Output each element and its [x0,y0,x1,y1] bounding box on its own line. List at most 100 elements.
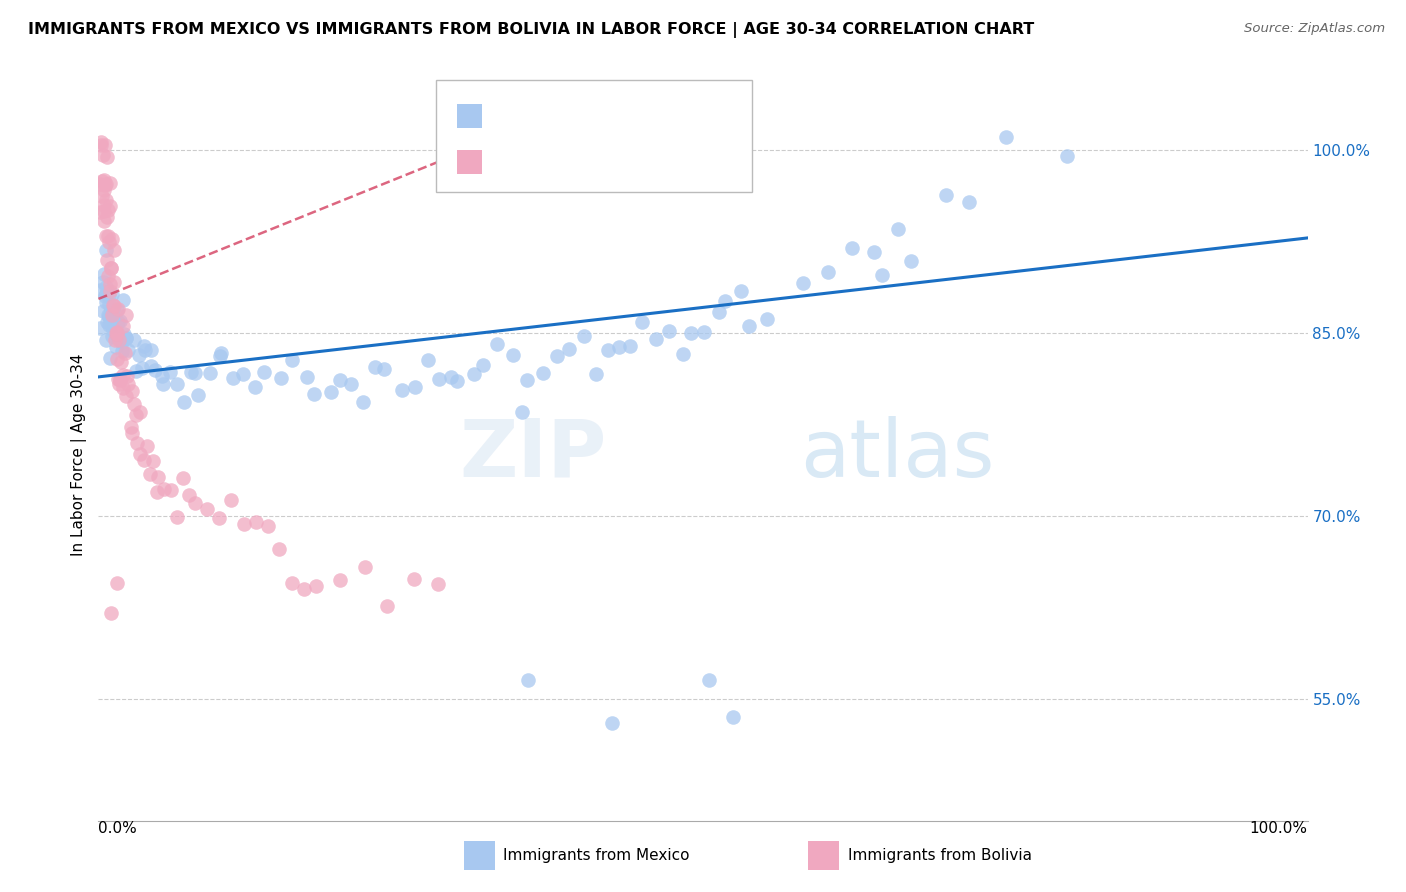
Point [841,242,863,256]
Point [295,369,318,384]
Point [870,268,893,282]
Point [166,376,188,391]
Point [101,323,124,337]
Point [94,280,117,294]
Point [111,368,134,382]
Point [516,373,538,387]
Point [404,572,426,586]
Point [93,203,115,218]
Point [131,360,153,375]
Point [373,362,395,376]
Point [172,471,194,485]
Point [120,419,142,434]
Point [153,482,176,496]
Point [97,309,120,323]
Point [446,375,468,389]
Point [100,303,122,318]
Point [139,359,162,374]
Point [198,366,221,380]
Point [502,348,524,362]
Point [89,205,111,219]
Point [96,315,118,329]
Point [90,135,112,149]
Point [93,173,115,187]
Text: R = 0.278: R = 0.278 [491,110,581,128]
Point [994,130,1017,145]
Point [89,283,111,297]
Point [187,387,209,401]
Point [115,368,138,383]
Point [97,318,120,332]
Point [107,372,129,386]
Point [644,332,666,346]
Point [93,198,115,212]
Text: Source: ZipAtlas.com: Source: ZipAtlas.com [1244,22,1385,36]
Point [1056,149,1078,163]
Point [100,607,122,621]
Point [221,492,243,507]
Point [105,326,128,341]
Point [108,314,131,328]
Point [94,178,117,193]
Point [607,340,630,354]
Point [97,235,120,249]
Point [96,229,118,244]
Point [96,287,118,301]
Point [110,332,132,346]
Point [91,148,114,162]
Point [148,470,170,484]
Point [426,576,449,591]
Point [671,347,693,361]
Point [302,386,325,401]
Point [114,331,136,345]
Point [222,371,245,385]
Point [863,245,886,260]
Point [139,343,162,357]
Point [166,510,188,524]
Point [97,288,120,302]
Point [98,199,121,213]
Point [98,309,121,323]
Point [91,188,114,202]
Point [111,334,134,349]
Point [129,447,152,461]
Point [103,298,125,312]
Point [94,193,117,207]
Point [98,277,121,292]
Point [713,294,735,309]
Point [693,325,716,339]
Point [96,210,118,224]
Point [145,484,167,499]
Point [104,326,127,340]
Point [105,352,128,367]
Point [150,369,173,384]
Point [730,284,752,298]
Point [184,367,207,381]
Point [142,453,165,467]
Point [723,710,745,724]
Point [329,573,352,587]
Point [792,276,814,290]
Point [305,579,328,593]
Point [101,309,124,323]
Point [935,187,957,202]
Point [108,377,131,392]
Point [160,483,183,497]
Point [173,394,195,409]
Point [128,405,150,419]
Point [90,174,112,188]
Point [91,275,114,289]
Point [132,452,155,467]
Point [321,384,343,399]
Point [91,304,114,318]
Point [546,349,568,363]
Point [96,243,118,257]
Point [280,353,302,368]
Point [110,354,132,368]
Point [177,488,200,502]
Point [900,254,922,268]
Point [93,214,115,228]
Point [117,377,139,392]
Point [122,397,145,411]
Point [245,515,267,529]
